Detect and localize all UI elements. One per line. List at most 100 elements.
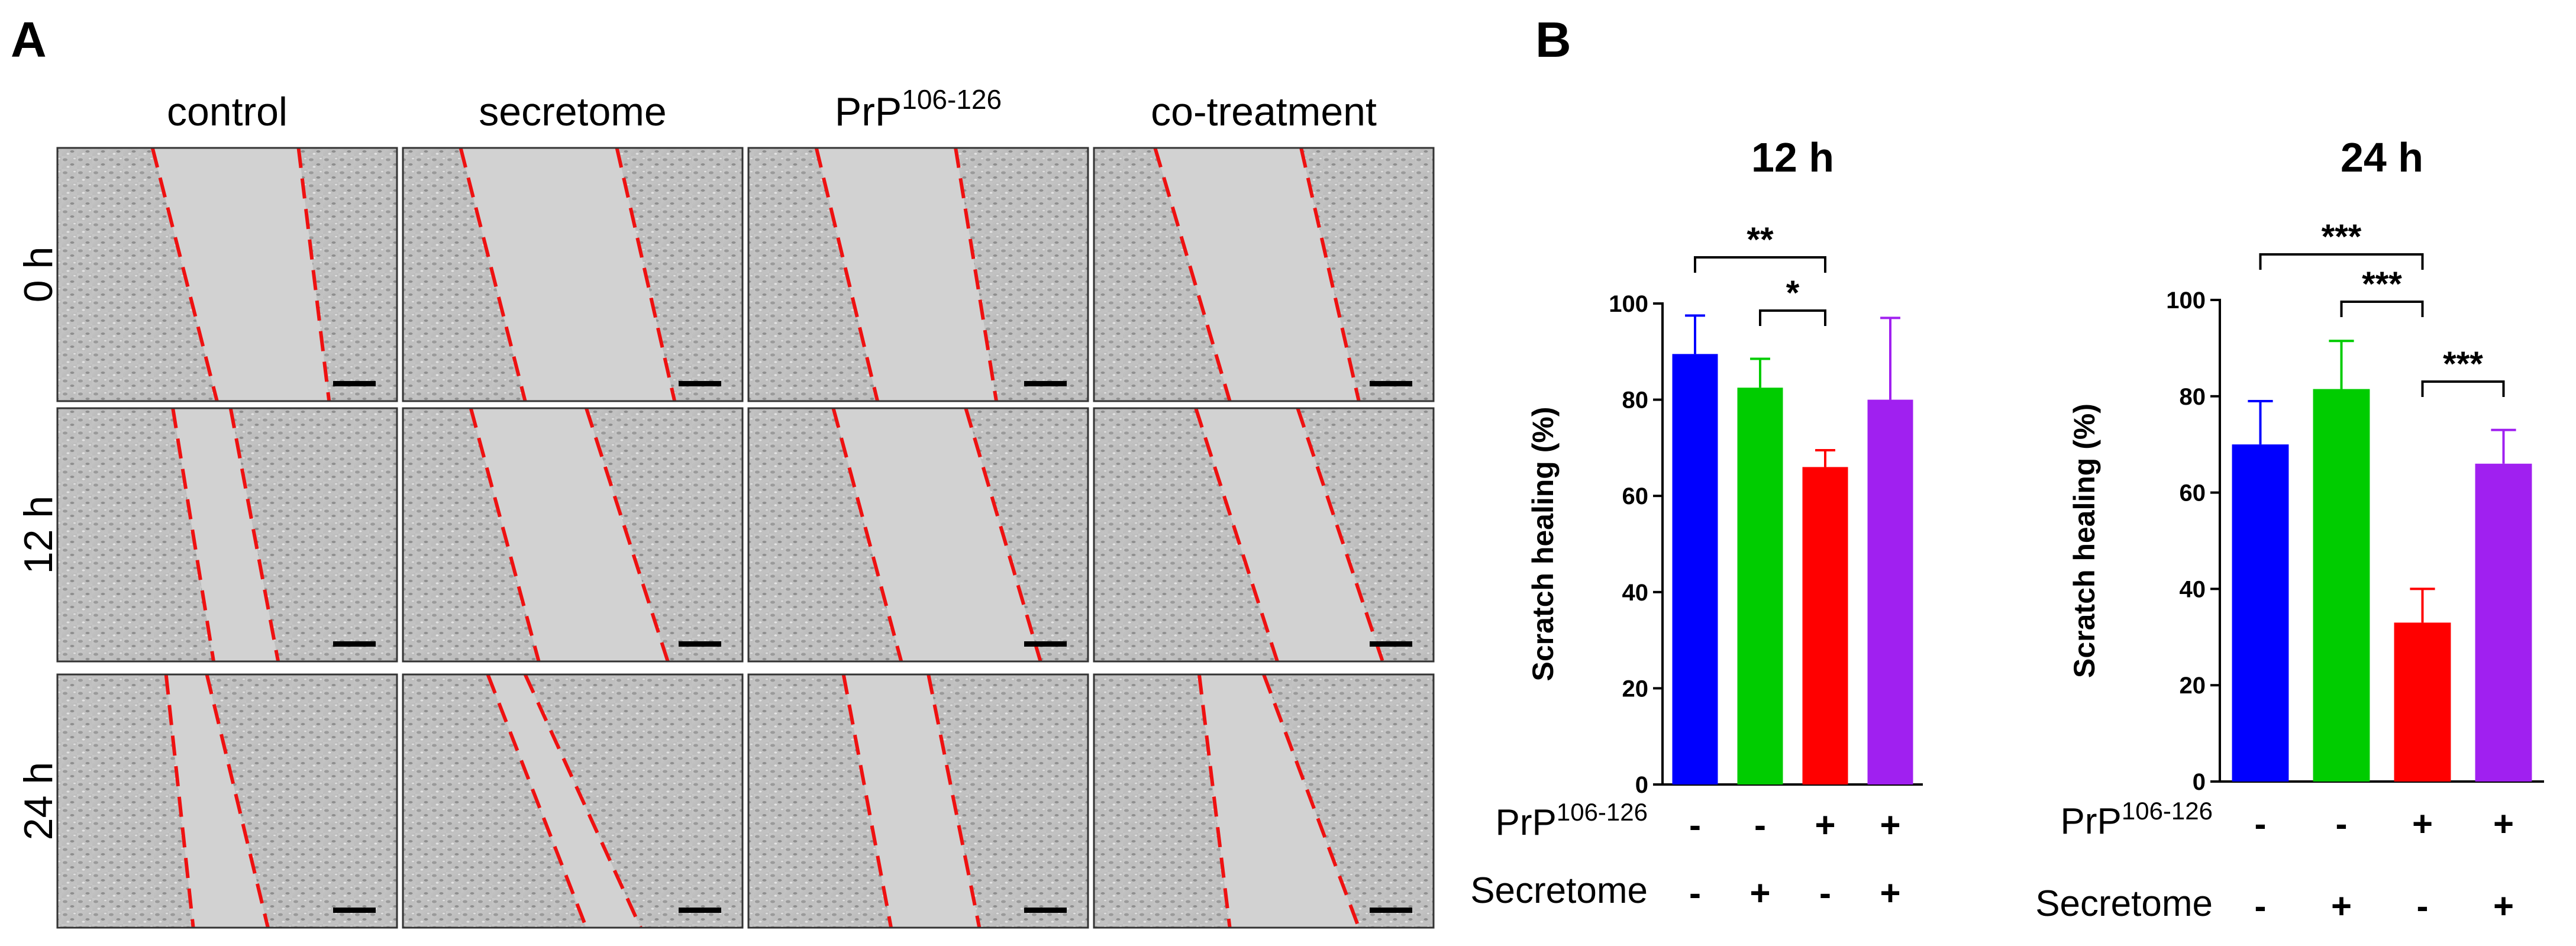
factor-level: -: [2255, 886, 2267, 926]
micrograph-border: [747, 147, 1089, 402]
panel-a-label: A: [11, 12, 47, 67]
factor-level: -: [1754, 805, 1766, 845]
scratch-gap: [1199, 674, 1359, 928]
wound-edge-line: [459, 147, 527, 402]
micrograph-tile: [747, 147, 1089, 402]
micrograph-border: [747, 407, 1089, 663]
factor-name-superscript: 106-126: [1557, 798, 1648, 826]
scratch-gap: [470, 408, 668, 661]
micrograph-border: [402, 407, 744, 663]
micrograph-border: [402, 673, 744, 929]
scale-bar: [333, 641, 376, 647]
wound-edge-line: [1153, 147, 1232, 402]
scale-bar: [679, 381, 721, 386]
significance-bracket: [1759, 309, 1826, 326]
factor-level: +: [1749, 873, 1770, 913]
micrograph-tile: [56, 407, 398, 663]
scratch-gap: [488, 674, 641, 928]
significance-bracket: [2259, 253, 2424, 270]
y-tick-label: 40: [1622, 580, 1649, 606]
column-header-text: PrP: [835, 89, 902, 134]
factor-name: PrP106-126: [2061, 797, 2213, 842]
chart-title: 12 h: [1751, 134, 1834, 180]
wound-edge-line: [964, 408, 1042, 662]
bar: [1737, 388, 1783, 784]
micrograph-tile: [1093, 147, 1435, 402]
factor-level: +: [2331, 886, 2352, 926]
micrograph-border: [56, 673, 398, 929]
wound-edge-line: [841, 674, 893, 928]
scratch-gap: [843, 674, 980, 928]
wound-edge-line: [831, 408, 903, 662]
y-tick-label: 20: [1622, 676, 1649, 702]
y-tick-label: 40: [2180, 576, 2206, 602]
y-tick-label: 0: [2193, 769, 2206, 795]
wound-edge-line: [469, 408, 541, 662]
row-label: 0 h: [16, 247, 61, 303]
factor-level: -: [2417, 886, 2429, 926]
factor-level: +: [1815, 805, 1835, 845]
column-header: PrP106-126: [835, 84, 1002, 134]
wound-edge-line: [1299, 147, 1361, 402]
significance-label: ***: [2322, 218, 2362, 256]
micrograph-tile: [56, 673, 398, 929]
factor-level: -: [2255, 804, 2267, 844]
scale-bar: [679, 641, 721, 647]
significance-label: **: [1747, 221, 1774, 259]
y-tick-label: 0: [1635, 772, 1648, 798]
bar: [2394, 622, 2451, 782]
factor-name-text: Secretome: [1470, 870, 1648, 911]
micrograph-border: [56, 147, 398, 402]
factor-level: +: [2412, 804, 2433, 844]
wound-edge-line: [954, 147, 998, 402]
row-label: 24 h: [16, 762, 61, 840]
wound-edge-line: [296, 147, 331, 402]
column-header: co-treatment: [1151, 89, 1377, 134]
wound-edge-line: [205, 674, 270, 928]
bar: [2232, 444, 2289, 782]
significance-bracket: [2421, 380, 2505, 397]
micrograph-border: [1093, 147, 1435, 402]
column-header-text: control: [167, 89, 288, 134]
y-axis-label: Scratch healing (%): [1526, 407, 1560, 682]
y-tick-label: 80: [2180, 384, 2206, 410]
y-tick-label: 100: [1609, 291, 1648, 317]
factor-level: -: [1689, 805, 1701, 845]
micrograph-tile: [747, 407, 1089, 663]
chart-title: 24 h: [2341, 134, 2423, 180]
micrograph-border: [747, 673, 1089, 929]
significance-label: ***: [2362, 265, 2402, 304]
scale-bar: [1024, 381, 1067, 386]
wound-edge-line: [486, 673, 588, 929]
significance-bracket: [2340, 301, 2424, 317]
wound-edge-line: [171, 408, 216, 662]
bar: [1802, 467, 1848, 784]
bar: [1867, 399, 1913, 784]
scale-bar: [1370, 908, 1412, 913]
micrograph-tile: [747, 673, 1089, 929]
column-header-superscript: 106-126: [902, 84, 1002, 115]
bar: [2313, 389, 2370, 782]
micrograph-border: [1093, 673, 1435, 929]
scratch-gap: [1196, 408, 1383, 661]
factor-level: +: [2493, 804, 2514, 844]
wound-edge-line: [615, 147, 677, 402]
wound-edge-line: [228, 408, 280, 662]
factor-name: Secretome: [1470, 870, 1648, 911]
panel-b-label: B: [1535, 12, 1571, 67]
factor-name-text: Secretome: [2035, 883, 2213, 924]
y-axis-label: Scratch healing (%): [2068, 403, 2101, 678]
wound-edge-line: [1197, 674, 1232, 928]
wound-edge-line: [927, 674, 982, 928]
scale-bar: [679, 908, 721, 913]
factor-level: +: [2493, 886, 2514, 926]
y-tick-label: 60: [2180, 480, 2206, 506]
scale-bar: [1370, 641, 1412, 647]
scratch-gap: [152, 148, 330, 401]
scratch-gap: [173, 408, 279, 661]
scale-bar: [333, 381, 376, 386]
micrograph-tile: [56, 147, 398, 402]
